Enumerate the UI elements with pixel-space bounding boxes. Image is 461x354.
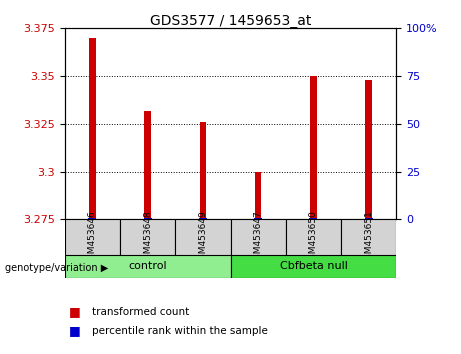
Bar xyxy=(200,122,206,219)
Bar xyxy=(286,219,341,255)
Bar xyxy=(175,219,230,255)
Bar xyxy=(365,218,373,219)
Text: GSM453649: GSM453649 xyxy=(198,210,207,264)
Bar xyxy=(255,172,261,219)
Bar xyxy=(341,219,396,255)
Bar xyxy=(143,218,152,219)
Text: GSM453650: GSM453650 xyxy=(309,210,318,265)
Bar xyxy=(65,219,120,255)
Bar xyxy=(199,218,207,219)
Text: control: control xyxy=(128,261,167,272)
Bar xyxy=(366,80,372,219)
Text: GSM453651: GSM453651 xyxy=(364,210,373,265)
Bar xyxy=(230,219,286,255)
Bar xyxy=(89,38,95,219)
Bar xyxy=(144,110,151,219)
Text: ■: ■ xyxy=(69,325,81,337)
Text: Cbfbeta null: Cbfbeta null xyxy=(279,261,348,272)
Bar xyxy=(230,255,396,278)
Bar xyxy=(310,76,317,219)
Bar xyxy=(309,218,318,219)
Text: GDS3577 / 1459653_at: GDS3577 / 1459653_at xyxy=(150,14,311,28)
Bar xyxy=(254,218,262,219)
Text: genotype/variation ▶: genotype/variation ▶ xyxy=(5,263,108,273)
Text: GSM453647: GSM453647 xyxy=(254,210,263,264)
Bar xyxy=(88,218,96,219)
Text: transformed count: transformed count xyxy=(92,307,189,316)
Text: percentile rank within the sample: percentile rank within the sample xyxy=(92,326,268,336)
Bar xyxy=(120,219,175,255)
Text: GSM453648: GSM453648 xyxy=(143,210,152,264)
Text: ■: ■ xyxy=(69,305,81,318)
Bar xyxy=(65,255,230,278)
Text: GSM453646: GSM453646 xyxy=(88,210,97,264)
